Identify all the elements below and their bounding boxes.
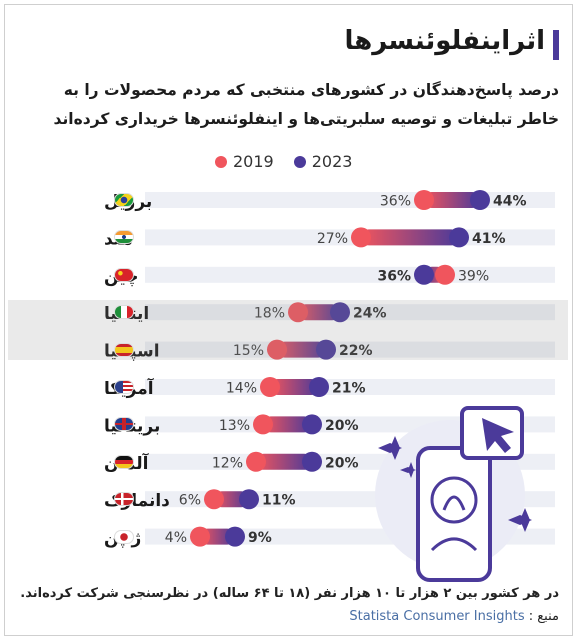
- dot-2019-3: [288, 302, 308, 323]
- uk-flag-icon: [114, 417, 134, 432]
- label-2023-2: 36%: [377, 268, 411, 284]
- phone-outline: [416, 446, 492, 582]
- dot-2023-3: [330, 302, 350, 323]
- dot-2019-7: [246, 451, 266, 472]
- dot-2023-1: [449, 227, 469, 248]
- dot-2023-0: [470, 190, 490, 210]
- sparkle-right: [508, 508, 532, 532]
- label-2019-3: 18%: [254, 306, 285, 322]
- connector-bar-4: [277, 341, 326, 358]
- label-2023-1: 41%: [472, 231, 506, 247]
- avatar-shoulders: [430, 537, 478, 552]
- label-2019-2: 39%: [458, 268, 489, 284]
- source-line: منبع : Statista Consumer Insights: [349, 609, 559, 624]
- footnote: در هر کشور بین ۲ هزار تا ۱۰ هزار نفر (۱۸…: [20, 586, 559, 601]
- dot-2019-8: [204, 489, 224, 510]
- label-2023-3: 24%: [353, 306, 387, 322]
- connector-bar-7: [256, 453, 312, 470]
- connector-bar-5: [270, 379, 319, 395]
- dot-2023-7: [302, 451, 322, 472]
- row-track-5: [145, 379, 555, 395]
- label-2023-9: 9%: [248, 530, 272, 546]
- denmark-flag-icon: [114, 492, 134, 507]
- dot-2019-5: [260, 377, 280, 397]
- dot-2019-1: [351, 227, 371, 248]
- label-2019-5: 14%: [226, 381, 257, 397]
- label-2019-9: 4%: [165, 530, 187, 546]
- label-2023-6: 20%: [325, 418, 359, 434]
- brazil-flag-icon: [114, 193, 134, 207]
- row-track-4: [145, 341, 555, 358]
- dot-2019-4: [267, 339, 287, 360]
- source-name: Statista Consumer Insights: [349, 609, 525, 624]
- dot-2023-5: [309, 377, 329, 397]
- china-flag-icon: [114, 267, 134, 282]
- label-2019-4: 15%: [233, 343, 264, 359]
- germany-flag-icon: [114, 454, 134, 469]
- chart-legend: 2019 2023: [215, 152, 366, 171]
- spain-flag-icon: [114, 342, 134, 357]
- source-label: منبع :: [528, 609, 559, 624]
- india-flag-icon: [114, 230, 134, 245]
- legend-label-2023: 2023: [311, 152, 353, 171]
- japan-flag-icon: [114, 529, 134, 544]
- legend-dot-2023: [293, 155, 306, 168]
- row-track-2: [145, 266, 555, 283]
- dot-2023-4: [316, 339, 336, 360]
- dot-2023-9: [225, 526, 245, 547]
- legend-item-2019: 2019: [215, 152, 274, 171]
- label-2019-8: 6%: [179, 493, 201, 509]
- label-2023-0: 44%: [493, 194, 527, 210]
- dot-2019-0: [414, 190, 434, 210]
- label-2019-0: 36%: [380, 194, 411, 210]
- phone-cursor-icon: [375, 406, 532, 582]
- dot-2023-6: [302, 414, 322, 435]
- label-2023-4: 22%: [339, 343, 373, 359]
- sparkle-large: [378, 436, 402, 460]
- connector-bar-3: [298, 304, 340, 321]
- avatar-head-ring: [430, 476, 478, 524]
- label-2019-1: 27%: [317, 231, 348, 247]
- title-accent-bar: [553, 30, 559, 60]
- dot-2019-6: [253, 414, 273, 435]
- avatar-face: [442, 495, 466, 511]
- cursor-arrow: [482, 418, 514, 453]
- label-2019-6: 13%: [219, 418, 250, 434]
- watermark-band: [8, 300, 568, 360]
- legend-dot-2019: [215, 155, 227, 168]
- label-2019-7: 12%: [212, 455, 243, 471]
- dot-2023-2: [414, 264, 434, 285]
- label-2023-5: 21%: [332, 381, 366, 397]
- sparkle-small: [400, 462, 416, 478]
- connector-bar-1: [361, 229, 459, 246]
- dot-2019-9: [190, 526, 210, 547]
- italy-flag-icon: [114, 305, 134, 320]
- usa-flag-icon: [114, 380, 134, 394]
- legend-item-2023: 2023: [293, 152, 353, 171]
- page-title: اثراینفلوئنسرها: [344, 26, 545, 56]
- connector-bar-6: [263, 416, 312, 433]
- label-2023-7: 20%: [325, 455, 359, 471]
- label-2023-8: 11%: [262, 493, 296, 509]
- dot-2019-2: [435, 264, 455, 285]
- page-subtitle: درصد پاسخ‌دهندگان در کشورهای منتخبی که م…: [53, 81, 559, 128]
- dot-2023-8: [239, 489, 259, 510]
- legend-label-2019: 2019: [233, 152, 274, 171]
- connector-bar-0: [424, 192, 480, 208]
